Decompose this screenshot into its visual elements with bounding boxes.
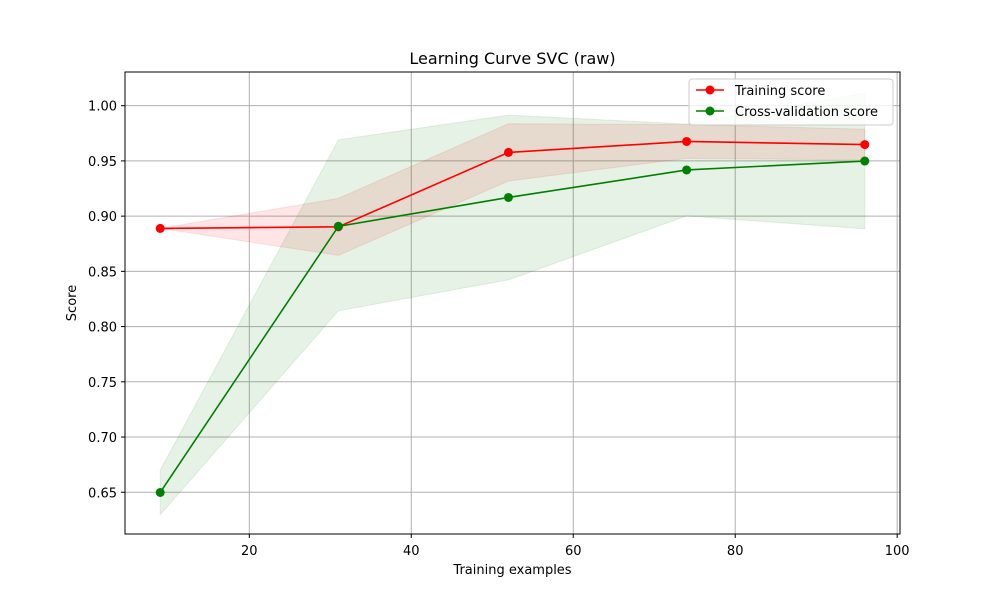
y-tick-label: 0.95	[88, 155, 117, 170]
y-axis-ticks: 0.65 0.70 0.75 0.80 0.85 0.90 0.95 1.00	[88, 100, 125, 501]
legend-marker-cv	[705, 106, 715, 116]
x-tick-label: 60	[565, 544, 582, 559]
legend-box	[688, 78, 894, 126]
y-tick-label: 0.70	[88, 431, 117, 446]
x-tick-label: 20	[241, 544, 258, 559]
plot-frame	[124, 71, 901, 535]
point-cv	[860, 156, 870, 166]
point-training	[155, 223, 165, 233]
point-training	[503, 147, 513, 157]
point-cv	[503, 192, 513, 202]
y-axis-label: Score	[65, 285, 80, 321]
y-tick-label: 0.85	[88, 265, 117, 280]
y-tick-label: 0.80	[88, 321, 117, 336]
point-cv	[333, 221, 343, 231]
y-tick-label: 0.75	[88, 376, 117, 391]
point-cv	[155, 487, 165, 497]
legend-marker-training	[705, 85, 715, 95]
y-tick-label: 1.00	[88, 100, 117, 115]
point-cv	[682, 165, 692, 175]
chart-title: Learning Curve SVC (raw)	[409, 49, 615, 68]
band-cv	[159, 92, 866, 517]
point-training	[860, 140, 870, 150]
x-axis-ticks: 20 40 60 80 100	[241, 534, 910, 559]
series-lines	[155, 136, 870, 497]
x-tick-label: 80	[727, 544, 744, 559]
legend-label-cv: Cross-validation score	[735, 105, 878, 120]
y-tick-label: 0.90	[88, 210, 117, 225]
x-axis-label: Training examples	[452, 563, 571, 578]
y-tick-label: 0.65	[88, 486, 117, 501]
legend-label-training: Training score	[734, 84, 825, 99]
x-tick-label: 100	[885, 544, 910, 559]
x-tick-label: 40	[403, 544, 420, 559]
legend: Training score Cross-validation score	[688, 78, 894, 126]
point-training	[682, 136, 692, 146]
